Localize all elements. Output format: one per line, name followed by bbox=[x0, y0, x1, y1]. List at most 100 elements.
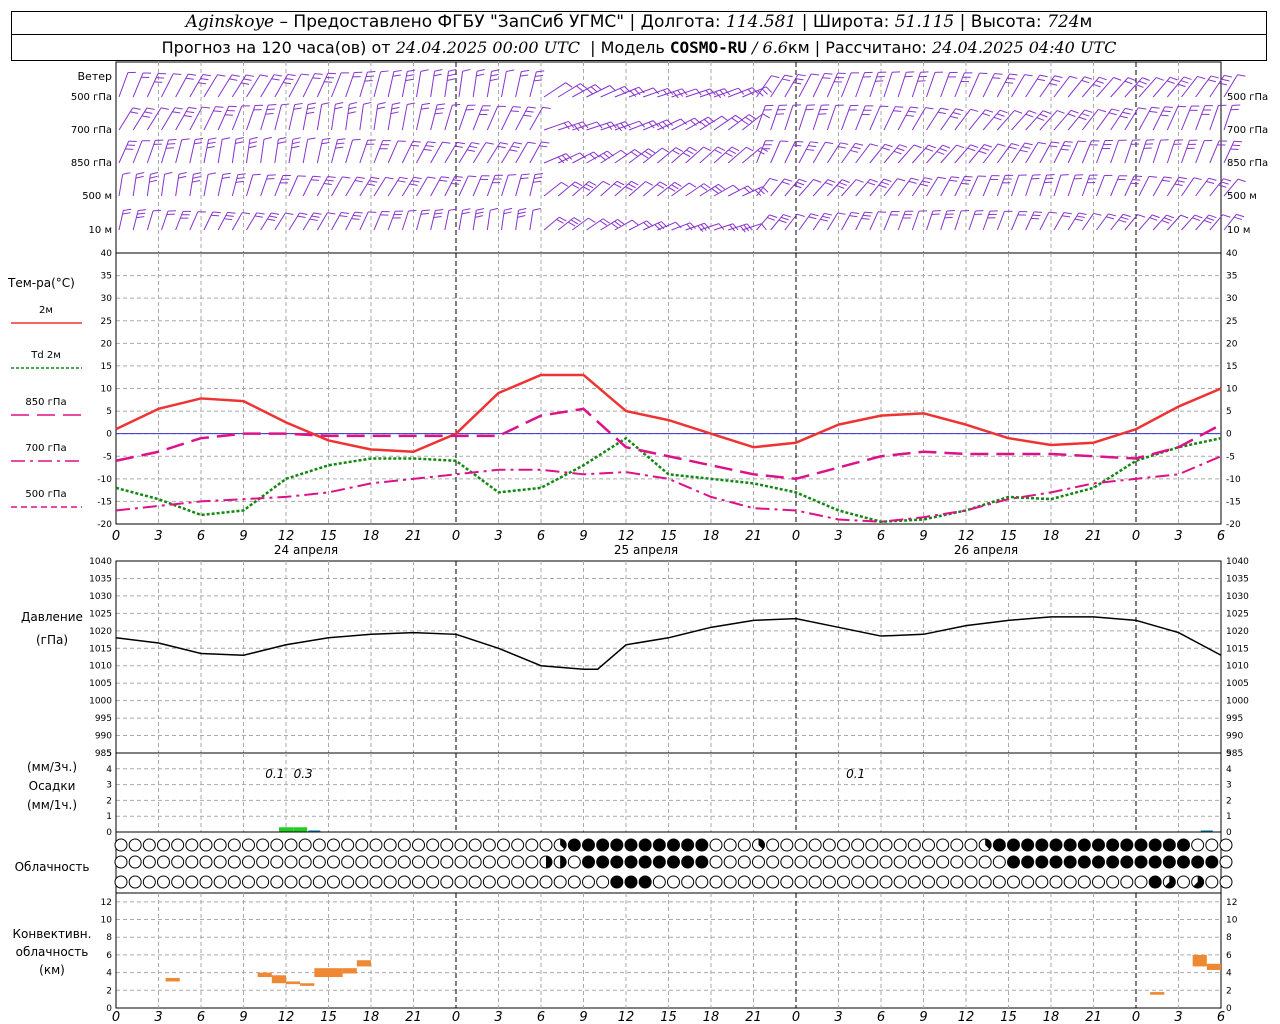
wind-barb bbox=[288, 175, 306, 197]
temp-axis-tick-left: 20 bbox=[101, 339, 113, 349]
cloud-cover-symbol bbox=[1007, 855, 1020, 869]
wind-barb bbox=[302, 175, 321, 197]
cloud-cover-symbol bbox=[426, 855, 440, 869]
cloud-cover-symbol bbox=[667, 838, 680, 852]
bottom-hour-label: 21 bbox=[1085, 1010, 1102, 1024]
wind-barb bbox=[643, 87, 674, 98]
model-label: Модель bbox=[600, 38, 665, 57]
forecast-time: 24.04.2025 00:00 UTC bbox=[395, 38, 580, 57]
wind-barb bbox=[1096, 108, 1120, 131]
wind-barb bbox=[600, 149, 628, 164]
wind-barb bbox=[501, 207, 513, 231]
conv-axis-tick-left: 0 bbox=[106, 1004, 112, 1014]
cloud-cover-symbol bbox=[1205, 838, 1219, 852]
wind-barb bbox=[175, 171, 187, 197]
wind-barb bbox=[1223, 74, 1246, 98]
convective-segment bbox=[300, 983, 315, 986]
cloud-cover-symbol bbox=[1063, 838, 1077, 852]
convective-segment bbox=[1206, 963, 1221, 970]
cloud-cover-symbol bbox=[1205, 875, 1219, 889]
wind-barb bbox=[203, 74, 226, 98]
cloud-cover-symbol bbox=[1162, 855, 1176, 869]
wind-barb bbox=[1138, 214, 1160, 231]
wind-barb bbox=[189, 172, 202, 197]
cloud-cover-symbol bbox=[383, 875, 397, 889]
date-label: 26 апреля bbox=[954, 543, 1018, 557]
cloud-cover-symbol bbox=[1092, 855, 1105, 869]
cloud-cover-symbol bbox=[511, 855, 525, 869]
wind-barb bbox=[572, 121, 603, 131]
temp-axis-tick-right: -15 bbox=[1226, 497, 1241, 507]
cloud-cover-symbol bbox=[978, 838, 992, 852]
wind-barb bbox=[246, 74, 269, 98]
cloud-title: Облачность bbox=[15, 860, 90, 874]
temp-legend-label: 700 гПа bbox=[25, 443, 66, 454]
wind-barb bbox=[855, 211, 873, 231]
wind-barb bbox=[940, 210, 955, 231]
wind-barb bbox=[515, 69, 530, 98]
cloud-cover-symbol bbox=[922, 875, 935, 889]
wind-barb bbox=[331, 72, 350, 98]
cloud-cover-symbol bbox=[312, 875, 326, 889]
cloud-cover-symbol bbox=[667, 855, 680, 869]
wind-barb bbox=[1195, 177, 1217, 197]
wind-barb bbox=[231, 74, 255, 98]
pres-axis-tick-right: 1040 bbox=[1226, 557, 1249, 567]
wind-barb bbox=[727, 114, 757, 131]
wind-barb bbox=[161, 107, 183, 131]
wind-barb bbox=[515, 173, 530, 197]
temp-hour-label: 9 bbox=[919, 529, 927, 544]
wind-barb bbox=[1223, 213, 1245, 231]
wind-barb bbox=[543, 120, 575, 131]
cloud-cover-symbol bbox=[185, 855, 199, 869]
cloud-cover-symbol bbox=[582, 855, 595, 869]
wind-barb bbox=[1096, 139, 1113, 164]
wind-barb bbox=[982, 210, 998, 231]
convective-segment bbox=[342, 968, 357, 974]
bottom-hour-label: 3 bbox=[834, 1010, 842, 1024]
wind-barb bbox=[472, 105, 491, 131]
cloud-cover-symbol bbox=[553, 838, 567, 852]
wind-barb bbox=[430, 69, 443, 98]
cloud-cover-symbol bbox=[482, 855, 496, 869]
pres-axis-tick-right: 1000 bbox=[1226, 697, 1249, 707]
wind-barb bbox=[798, 104, 816, 131]
wind-barb bbox=[897, 177, 919, 197]
wind-barb bbox=[897, 71, 915, 98]
cloud-cover-symbol bbox=[794, 855, 808, 869]
wind-barb bbox=[458, 142, 480, 164]
temp-hour-label: 3 bbox=[834, 529, 842, 544]
temp-hour-label: 21 bbox=[1085, 529, 1102, 544]
cloud-cover-symbol bbox=[638, 838, 652, 852]
cloud-cover-symbol bbox=[950, 855, 964, 869]
cloud-cover-symbol bbox=[865, 855, 879, 869]
wind-barb bbox=[373, 140, 391, 164]
temp-panel-title: Тем-ра(°С) bbox=[7, 276, 75, 290]
cloud-cover-symbol bbox=[681, 855, 695, 869]
wind-barb bbox=[387, 102, 401, 131]
precip-bar-3h bbox=[279, 827, 293, 832]
temp-hour-label: 15 bbox=[660, 529, 677, 544]
temp-axis-tick-left: -15 bbox=[97, 497, 112, 507]
wind-barb bbox=[1039, 110, 1065, 131]
wind-level-label-left: 10 м bbox=[89, 225, 112, 236]
wind-barb bbox=[359, 139, 376, 164]
wind-barb bbox=[345, 176, 365, 197]
wind-barb bbox=[982, 73, 1003, 98]
wind-barb bbox=[798, 141, 819, 164]
cloud-cover-symbol bbox=[468, 838, 482, 852]
wind-barb bbox=[841, 211, 860, 231]
wind-barb bbox=[926, 210, 941, 231]
temp-axis-tick-right: 0 bbox=[1226, 430, 1232, 440]
temp-axis-tick-right: 35 bbox=[1226, 272, 1237, 282]
precip-annotation: 0.1 bbox=[846, 767, 865, 781]
cloud-cover-symbol bbox=[752, 838, 765, 852]
cloud-cover-symbol bbox=[270, 855, 284, 869]
temp-series-line bbox=[115, 373, 1222, 453]
bottom-hour-label: 21 bbox=[745, 1010, 762, 1024]
wind-barb bbox=[713, 114, 743, 131]
cloud-cover-symbol bbox=[497, 855, 510, 869]
wind-barb bbox=[132, 72, 152, 98]
pres-axis-tick-right: 985 bbox=[1226, 749, 1243, 759]
cloud-cover-symbol bbox=[822, 855, 836, 869]
